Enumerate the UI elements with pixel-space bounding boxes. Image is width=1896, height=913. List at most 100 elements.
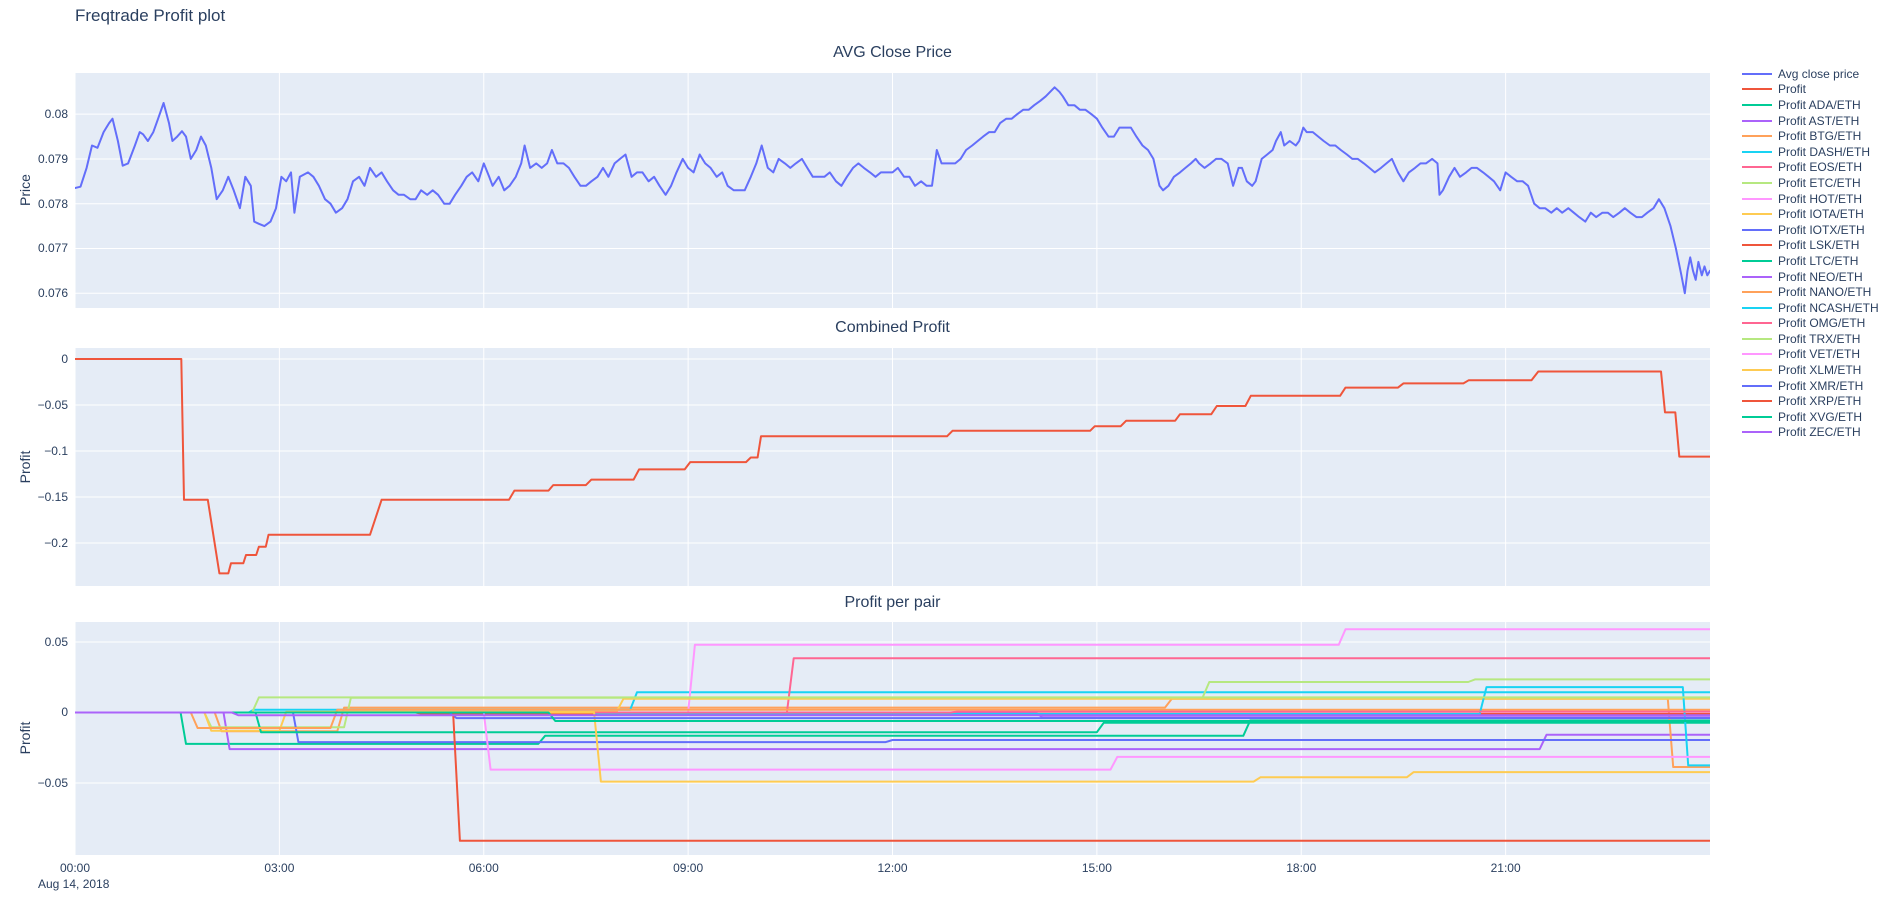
y-tick-label: 0	[61, 705, 68, 720]
legend-item-profit-etc-eth[interactable]: Profit ETC/ETH	[1742, 175, 1879, 191]
series-line-profit[interactable]	[75, 358, 1710, 575]
legend-item-profit-vet-eth[interactable]: Profit VET/ETH	[1742, 347, 1879, 363]
legend-label: Profit TRX/ETH	[1778, 331, 1861, 346]
legend-item-profit[interactable]: Profit	[1742, 82, 1879, 98]
x-axis-date-label: Aug 14, 2018	[38, 877, 110, 891]
chart-combined-profit[interactable]	[0, 348, 1740, 586]
x-tick-label: 03:00	[264, 861, 295, 875]
y-tick-label: 0.076	[37, 286, 68, 301]
legend-swatch	[1742, 400, 1772, 403]
x-tick-label: 06:00	[468, 861, 499, 875]
chart-profit-per-pair[interactable]	[0, 622, 1740, 855]
legend-swatch	[1742, 384, 1772, 387]
legend-label: Profit HOT/ETH	[1778, 191, 1863, 206]
legend-swatch	[1742, 119, 1772, 122]
legend-item-profit-eos-eth[interactable]: Profit EOS/ETH	[1742, 160, 1879, 176]
y-tick-label: −0.05	[37, 775, 68, 790]
legend-label: Profit EOS/ETH	[1778, 160, 1863, 175]
series-line-profit-iota-eth[interactable]	[75, 697, 1710, 732]
legend-swatch	[1742, 306, 1772, 309]
x-tick-label: 09:00	[673, 861, 704, 875]
legend-swatch	[1742, 431, 1772, 434]
legend-label: Profit ADA/ETH	[1778, 97, 1861, 112]
legend-item-profit-iotx-eth[interactable]: Profit IOTX/ETH	[1742, 222, 1879, 238]
legend-item-profit-trx-eth[interactable]: Profit TRX/ETH	[1742, 331, 1879, 347]
legend-swatch	[1742, 415, 1772, 418]
legend-label: Profit ZEC/ETH	[1778, 425, 1861, 440]
legend-label: Profit XVG/ETH	[1778, 409, 1863, 424]
legend-item-profit-xmr-eth[interactable]: Profit XMR/ETH	[1742, 378, 1879, 394]
legend-swatch	[1742, 150, 1772, 153]
series-line-avg-close-price[interactable]	[75, 86, 1710, 295]
legend-swatch	[1742, 322, 1772, 325]
legend-label: Profit NCASH/ETH	[1778, 300, 1879, 315]
legend-item-profit-xvg-eth[interactable]: Profit XVG/ETH	[1742, 409, 1879, 425]
legend-item-profit-ltc-eth[interactable]: Profit LTC/ETH	[1742, 253, 1879, 269]
legend-label: Profit XLM/ETH	[1778, 363, 1862, 378]
x-tick-label: 15:00	[1081, 861, 1112, 875]
legend-label: Profit NANO/ETH	[1778, 285, 1872, 300]
y-tick-label: −0.15	[37, 490, 68, 505]
legend-item-profit-xlm-eth[interactable]: Profit XLM/ETH	[1742, 362, 1879, 378]
series-line-profit-xlm-eth[interactable]	[75, 711, 1710, 783]
y-tick-label: 0	[61, 352, 68, 367]
page-title: Freqtrade Profit plot	[75, 6, 226, 25]
legend-item-profit-zec-eth[interactable]: Profit ZEC/ETH	[1742, 425, 1879, 441]
legend-swatch	[1742, 337, 1772, 340]
legend-item-profit-neo-eth[interactable]: Profit NEO/ETH	[1742, 269, 1879, 285]
legend-item-profit-lsk-eth[interactable]: Profit LSK/ETH	[1742, 238, 1879, 254]
legend-swatch	[1742, 228, 1772, 231]
series-line-profit-xvg-eth[interactable]	[75, 711, 1710, 722]
legend-swatch	[1742, 135, 1772, 138]
legend-label: Profit NEO/ETH	[1778, 269, 1863, 284]
subplot-title-combined-profit: Combined Profit	[835, 319, 950, 336]
legend-item-profit-dash-eth[interactable]: Profit DASH/ETH	[1742, 144, 1879, 160]
series-line-profit-zec-eth[interactable]	[75, 711, 1710, 717]
legend-swatch	[1742, 166, 1772, 169]
y-tick-label: −0.05	[37, 398, 68, 413]
y-tick-label: 0.079	[37, 151, 68, 166]
legend-item-profit-ada-eth[interactable]: Profit ADA/ETH	[1742, 97, 1879, 113]
legend-item-profit-ast-eth[interactable]: Profit AST/ETH	[1742, 113, 1879, 129]
legend-swatch	[1742, 213, 1772, 216]
legend-item-profit-xrp-eth[interactable]: Profit XRP/ETH	[1742, 393, 1879, 409]
legend-label: Profit LSK/ETH	[1778, 238, 1860, 253]
x-tick-label: 12:00	[877, 861, 908, 875]
y-tick-label: 0.078	[37, 196, 68, 211]
legend-label: Profit BTG/ETH	[1778, 129, 1862, 144]
y-tick-label: 0.05	[44, 635, 68, 650]
legend-label: Profit XMR/ETH	[1778, 378, 1864, 393]
x-tick-label: 21:00	[1490, 861, 1521, 875]
legend-item-profit-btg-eth[interactable]: Profit BTG/ETH	[1742, 128, 1879, 144]
legend-swatch	[1742, 181, 1772, 184]
legend-label: Profit IOTA/ETH	[1778, 207, 1864, 222]
legend-item-profit-hot-eth[interactable]: Profit HOT/ETH	[1742, 191, 1879, 207]
x-tick-label: 00:00	[59, 861, 91, 875]
legend-label: Profit IOTX/ETH	[1778, 222, 1865, 237]
legend-swatch	[1742, 259, 1772, 262]
legend-item-profit-nano-eth[interactable]: Profit NANO/ETH	[1742, 284, 1879, 300]
legend-swatch	[1742, 244, 1772, 247]
chart-avg-close-price[interactable]	[0, 73, 1740, 308]
legend-label: Profit LTC/ETH	[1778, 253, 1859, 268]
y-tick-label: −0.1	[44, 444, 68, 459]
legend-swatch	[1742, 197, 1772, 200]
legend-item-avg-close-price[interactable]: Avg close price	[1742, 66, 1879, 82]
legend-item-profit-omg-eth[interactable]: Profit OMG/ETH	[1742, 316, 1879, 332]
legend-label: Profit AST/ETH	[1778, 113, 1860, 128]
legend-label: Profit	[1778, 82, 1807, 97]
legend-swatch	[1742, 291, 1772, 294]
series-line-profit-btg-eth[interactable]	[75, 697, 1710, 768]
legend-swatch	[1742, 275, 1772, 278]
legend: Avg close price Profit Profit ADA/ETH Profi…	[1742, 66, 1879, 440]
legend-item-profit-iota-eth[interactable]: Profit IOTA/ETH	[1742, 206, 1879, 222]
legend-item-profit-ncash-eth[interactable]: Profit NCASH/ETH	[1742, 300, 1879, 316]
legend-swatch	[1742, 88, 1772, 91]
legend-swatch	[1742, 369, 1772, 372]
legend-label: Profit DASH/ETH	[1778, 144, 1871, 159]
legend-label: Profit OMG/ETH	[1778, 316, 1866, 331]
y-tick-label: 0.08	[44, 107, 68, 122]
legend-label: Profit VET/ETH	[1778, 347, 1861, 362]
legend-label: Avg close price	[1778, 66, 1860, 81]
